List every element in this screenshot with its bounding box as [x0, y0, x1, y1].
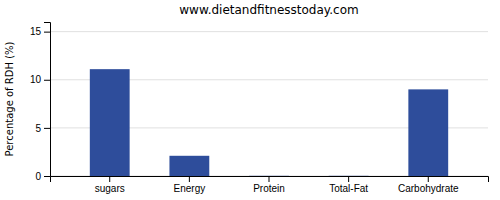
y-tick: 10	[30, 74, 50, 85]
x-tick-mark	[189, 176, 190, 182]
x-axis-line	[51, 177, 489, 183]
y-tick-mark	[44, 32, 50, 33]
x-tick-mark	[269, 176, 270, 182]
x-tick-label: Carbohydrate	[398, 183, 459, 194]
x-tick: Energy	[174, 176, 206, 194]
chart-svg: 0 5 10 15 sugars Energy Protein Total-Fat Carboh…	[0, 0, 500, 200]
y-tick: 0	[35, 171, 50, 182]
bar	[169, 156, 209, 176]
x-tick-label: Energy	[174, 183, 206, 194]
bar	[329, 175, 369, 176]
y-tick: 15	[30, 26, 50, 37]
bars	[90, 69, 448, 176]
x-tick-mark	[428, 176, 429, 182]
y-tick-label: 5	[35, 123, 41, 134]
y-tick-mark	[44, 80, 50, 81]
y-axis: 0 5 10 15	[30, 23, 51, 182]
x-tick: Carbohydrate	[398, 176, 459, 194]
x-tick: sugars	[95, 176, 125, 194]
x-tick-label: Protein	[253, 183, 285, 194]
y-tick: 5	[35, 123, 50, 134]
x-tick-label: Total-Fat	[329, 183, 368, 194]
y-axis-title: Percentage of RDH (%)	[4, 41, 15, 156]
y-tick-label: 15	[30, 26, 42, 37]
y-tick-label: 0	[35, 171, 41, 182]
x-tick-mark	[109, 176, 110, 182]
grid-line	[50, 31, 488, 32]
x-tick: Protein	[253, 176, 285, 194]
subtitle: www.dietandfitnesstoday.com	[179, 3, 358, 17]
y-tick-mark	[44, 176, 50, 177]
y-tick-mark	[44, 128, 50, 129]
x-axis: sugars Energy Protein Total-Fat Carbohydrate	[51, 176, 489, 194]
x-tick-label: sugars	[95, 183, 125, 194]
bar	[408, 89, 448, 176]
x-tick: Total-Fat	[329, 176, 368, 194]
x-tick-mark	[348, 176, 349, 182]
grid	[50, 32, 488, 176]
y-axis-line	[44, 23, 51, 177]
y-tick-label: 10	[30, 74, 42, 85]
bar	[249, 175, 289, 176]
bar	[90, 69, 130, 176]
chart-container: 0 5 10 15 sugars Energy Protein Total-Fat Carboh…	[0, 0, 500, 200]
plot-area: 0 5 10 15 sugars Energy Protein Total-Fat Carboh…	[30, 23, 489, 195]
